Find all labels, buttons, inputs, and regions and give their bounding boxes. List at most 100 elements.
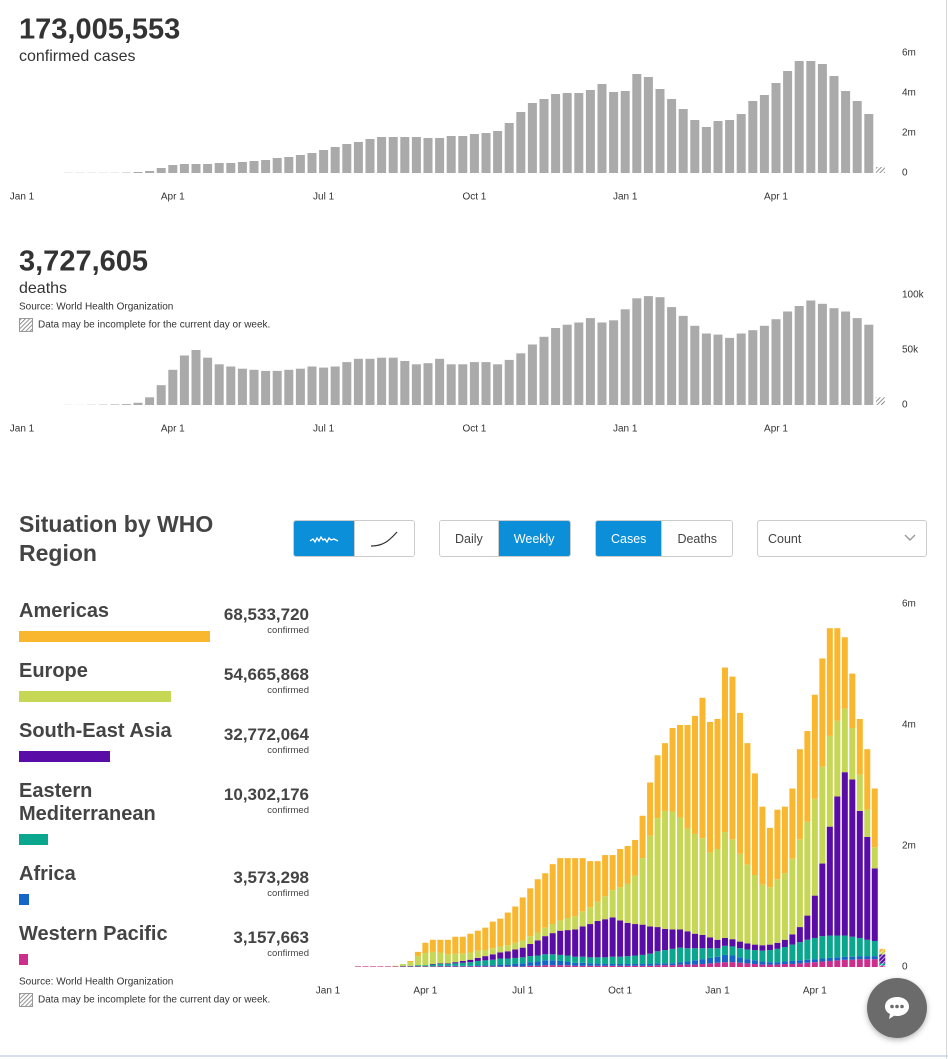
bar-segment: [841, 935, 848, 957]
bar-segment: [692, 948, 699, 961]
curve-style-button[interactable]: [353, 521, 414, 556]
x-tick-label: Jan 1: [10, 424, 35, 435]
bar-segment: [677, 725, 684, 818]
bar-segment: [579, 926, 586, 957]
source: Source: World Health Organization: [19, 977, 173, 988]
bar-segment: [759, 884, 766, 946]
legend-name: South-East Asia: [19, 720, 172, 742]
bar-segment: [414, 956, 421, 966]
bar-segment: [826, 628, 833, 736]
legend-bar: [19, 834, 48, 845]
bar: [237, 162, 247, 173]
legend-bar: [19, 954, 28, 965]
scale-select[interactable]: Count: [757, 520, 927, 557]
bar: [458, 136, 468, 173]
bar-segment: [579, 962, 586, 966]
bar-segment: [669, 929, 676, 949]
line-style-button[interactable]: [294, 521, 354, 556]
bar-segment: [796, 749, 803, 840]
bar-segment: [617, 965, 624, 967]
y-tick-label: 2m: [902, 841, 916, 852]
frequency-button[interactable]: Weekly: [497, 521, 570, 556]
bar-segment: [647, 835, 654, 927]
headline-number: 173,005,553: [19, 14, 180, 46]
bar-segment: [579, 956, 586, 963]
bar: [771, 83, 781, 173]
bar-segment: [527, 956, 534, 963]
bar: [852, 101, 862, 173]
bar-segment: [804, 939, 811, 960]
legend-total: 54,665,868 confirmed: [224, 665, 309, 697]
bar-segment: [474, 930, 481, 951]
frequency-button[interactable]: Daily: [440, 521, 498, 556]
bar-segment: [871, 959, 878, 967]
bar-segment: [729, 962, 736, 967]
legend-total: 68,533,720 confirmed: [224, 605, 309, 637]
measure-button[interactable]: Deaths: [661, 521, 733, 556]
bar-segment: [482, 927, 489, 951]
bar-segment: [654, 818, 661, 928]
x-tick-label: Jul 1: [512, 986, 534, 997]
bar: [365, 139, 375, 173]
chat-button[interactable]: [867, 978, 927, 1038]
note: Data may be incomplete for the current d…: [38, 320, 270, 331]
bar: [841, 91, 851, 173]
bar-segment: [482, 960, 489, 966]
total-value: 10,302,176: [223, 785, 309, 804]
bar-segment: [542, 936, 549, 955]
x-tick-label: Jan 1: [10, 192, 35, 203]
bar-segment: [654, 951, 661, 964]
bar-segment: [609, 917, 616, 957]
bar-segment: [437, 963, 444, 964]
total-caption: confirmed: [267, 745, 309, 756]
bar-segment: [789, 960, 796, 964]
bar: [620, 309, 630, 405]
bar: [249, 161, 259, 173]
bar-segment: [354, 966, 361, 967]
bar-segment: [826, 960, 833, 967]
bar-segment: [519, 940, 526, 948]
measure-button[interactable]: Cases: [596, 521, 662, 556]
legend-bar: [19, 691, 172, 702]
bar-segment: [572, 916, 579, 930]
bar-segment: [609, 855, 616, 891]
bar: [423, 363, 433, 405]
bar-segment: [557, 960, 564, 966]
bar-segment: [856, 718, 863, 775]
bar-segment: [489, 954, 496, 960]
bar-segment: [677, 929, 684, 948]
bar-segment: [407, 962, 414, 966]
bar: [736, 114, 746, 173]
bar-segment: [467, 962, 474, 966]
bar-segment: [632, 963, 639, 966]
bar: [701, 333, 711, 405]
bar: [446, 364, 456, 405]
bar-segment: [527, 888, 534, 937]
bar-segment: [497, 946, 504, 953]
bar-segment: [527, 944, 534, 957]
bar: [527, 344, 537, 405]
bar-segment: [489, 966, 496, 967]
bar-segment: [647, 782, 654, 836]
bar: [400, 361, 410, 405]
bar-segment: [639, 815, 646, 859]
bar-segment: [789, 963, 796, 967]
legend-total: 3,573,298 confirmed: [233, 868, 309, 900]
bar-segment: [542, 960, 549, 966]
bar: [504, 123, 514, 173]
bar-segment: [602, 963, 609, 966]
bar-segment: [519, 966, 526, 967]
total-caption: confirmed: [267, 625, 309, 636]
bar-segment: [849, 959, 856, 967]
bar: [748, 101, 758, 173]
bar-segment: [662, 950, 669, 964]
bar-segment: [789, 788, 796, 859]
bar-segment: [774, 809, 781, 880]
bar-segment: [849, 673, 856, 729]
bar-segment: [864, 959, 871, 967]
legend-row: Western Pacific 3,157,663 confirmed: [19, 923, 309, 983]
bar-segment: [789, 944, 796, 961]
bar-segment: [834, 960, 841, 967]
bar-segment: [639, 963, 646, 966]
